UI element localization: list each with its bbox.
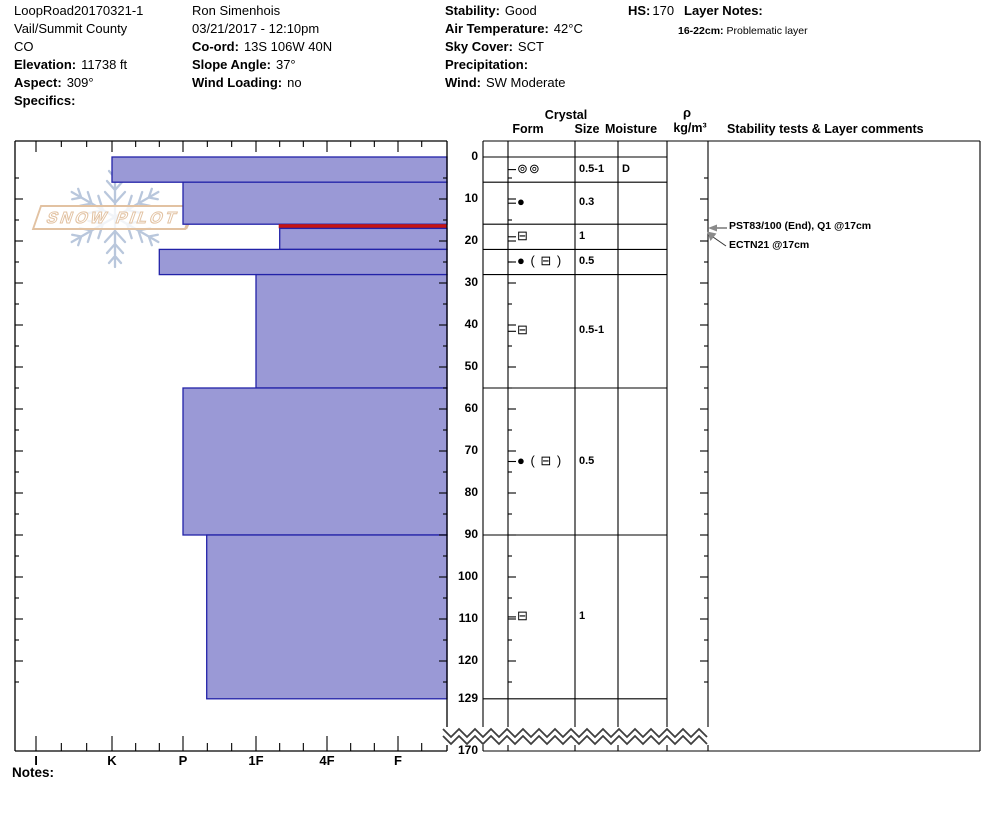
hardness-bar-layer-2 [279, 227, 448, 251]
hardness-bar-layer-4 [255, 273, 448, 389]
watermark-text: SNOW PILOT [44, 209, 181, 226]
hardness-bar-layer-3 [158, 248, 448, 276]
arrow-left-icon [708, 224, 717, 232]
hardness-bar-layer-6 [206, 534, 448, 700]
hardness-bars [111, 156, 448, 700]
hardness-bar-layer-1 [182, 181, 448, 225]
tick-marks [15, 141, 708, 751]
hardness-bar-layer-0 [111, 156, 448, 183]
axis-break-zigzag [442, 727, 710, 746]
red-problem-line [278, 224, 447, 229]
snowpilot-logo: SNOW PILOT [31, 205, 195, 230]
annotation-arrows [707, 224, 727, 247]
hardness-bar-layer-5 [182, 387, 448, 536]
snowpilot-watermark: SNOW PILOT [31, 165, 199, 269]
arrow-upleft-icon [707, 231, 717, 241]
grid-lines [14, 140, 981, 752]
